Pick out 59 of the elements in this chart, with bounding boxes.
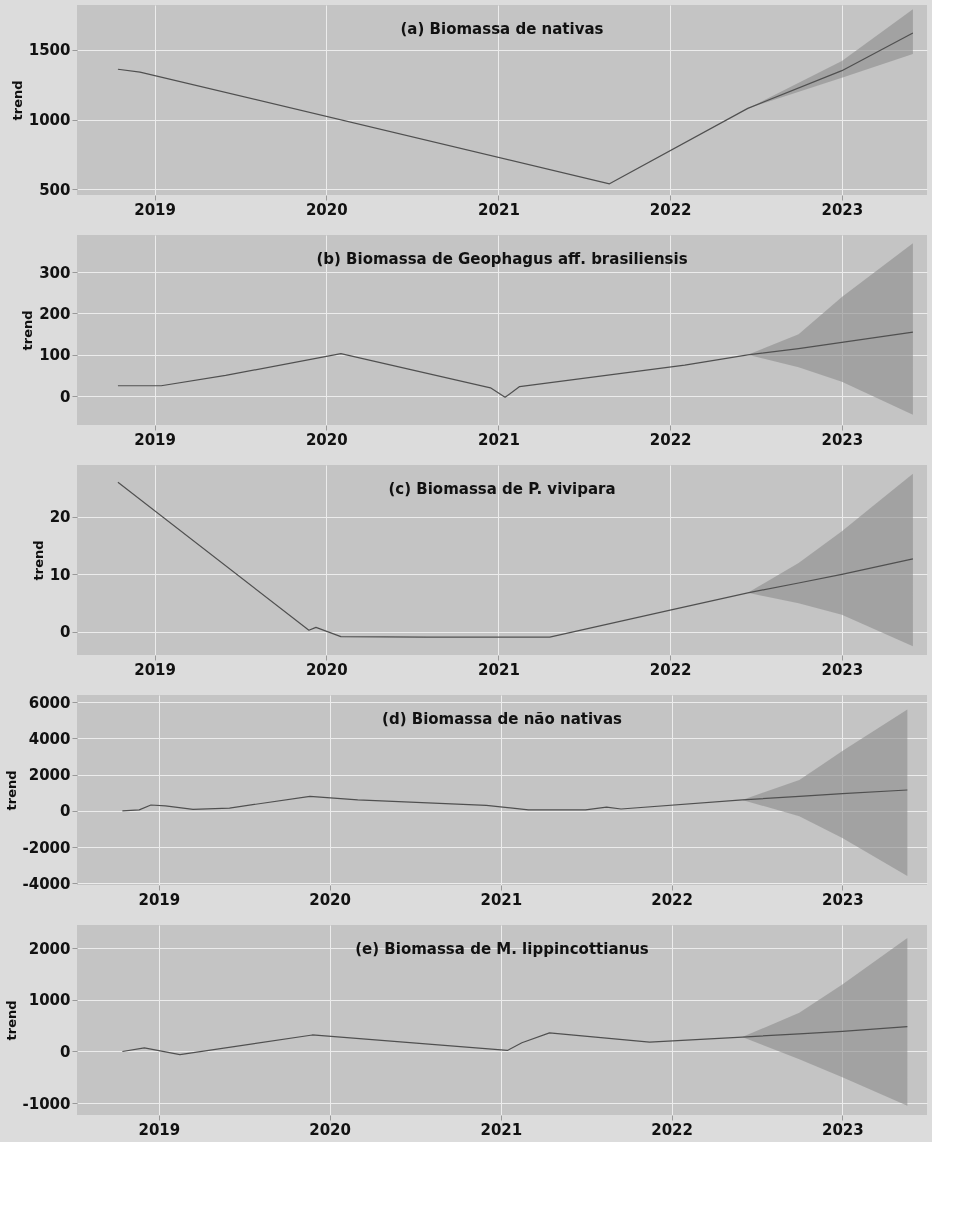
x-tick-label: 2019 [134, 200, 176, 219]
x-tick-label: 2022 [649, 660, 692, 679]
y-tick-label: 1000 [28, 991, 71, 1010]
x-tick-label: 2023 [821, 890, 864, 909]
x-tick-label: 2021 [480, 1120, 523, 1139]
y-tick-label: 1000 [28, 111, 71, 130]
line-series [121, 1026, 908, 1056]
y-tick-label: 200 [39, 304, 71, 323]
line-series [121, 789, 908, 812]
line-series [117, 481, 914, 638]
x-tick-label: 2020 [305, 430, 348, 449]
x-tick-label: 2021 [478, 430, 520, 449]
y-tick-label: -4000 [22, 874, 71, 893]
y-tick-label: 300 [39, 263, 71, 282]
y-tick-label: 10 [49, 565, 71, 584]
x-tick-label: 2023 [821, 430, 864, 449]
line-series [117, 331, 914, 398]
y-tick-label: 4000 [28, 729, 71, 748]
y-tick-label: 2000 [28, 939, 71, 958]
x-tick-label: 2020 [305, 200, 348, 219]
x-tick-label: 2019 [134, 430, 176, 449]
x-tick-label: 2021 [480, 890, 523, 909]
y-tick-label: 1500 [28, 41, 71, 60]
text: (e) Biomassa de M. lippincottianus [355, 940, 649, 958]
y-tick-label: 0 [60, 623, 71, 642]
text: (c) Biomassa de P. vivipara [388, 480, 616, 498]
x-tick-label: 2020 [309, 1120, 351, 1139]
x-tick-label: 2021 [478, 660, 520, 679]
text: (a) Biomassa de nativas [400, 20, 604, 38]
x-tick-label: 2022 [649, 200, 692, 219]
x-tick-label: 2022 [649, 430, 692, 449]
y-tick-label: -1000 [22, 1094, 71, 1113]
y-tick-label: 500 [39, 180, 71, 199]
y-axis-title: trend [20, 310, 36, 351]
y-axis-title: trend [3, 1000, 19, 1041]
y-axis-title: trend [30, 540, 46, 581]
x-tick-label: 2021 [478, 200, 520, 219]
y-tick-label: 0 [60, 1042, 71, 1061]
text: (b) Biomassa de Geophagus aff. brasiliensis [316, 250, 688, 268]
y-tick-label: 2000 [28, 766, 71, 785]
y-axis-title: trend [9, 80, 25, 121]
x-tick-label: 2020 [309, 890, 351, 909]
y-tick-label: 0 [60, 387, 71, 406]
y-tick-label: 20 [49, 508, 71, 527]
y-axis-title: trend [3, 770, 19, 811]
y-tick-label: -2000 [22, 838, 71, 857]
x-tick-label: 2019 [138, 890, 181, 909]
y-tick-label: 6000 [28, 693, 71, 712]
y-tick-label: 0 [60, 802, 71, 821]
x-tick-label: 2019 [134, 660, 176, 679]
x-tick-label: 2023 [821, 200, 864, 219]
x-tick-label: 2020 [305, 660, 348, 679]
text: (d) Biomassa de não nativas [382, 710, 623, 728]
x-tick-label: 2023 [821, 660, 864, 679]
x-tick-label: 2023 [821, 1120, 864, 1139]
x-tick-label: 2022 [651, 890, 693, 909]
x-tick-label: 2019 [138, 1120, 181, 1139]
x-tick-label: 2022 [651, 1120, 693, 1139]
y-tick-label: 100 [39, 346, 71, 365]
